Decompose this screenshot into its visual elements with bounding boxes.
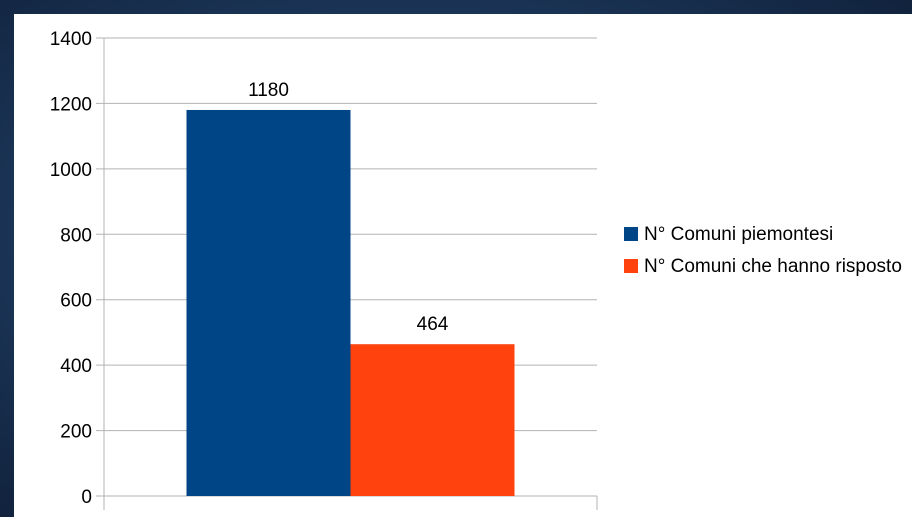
bars [186, 109, 515, 496]
legend-item-comuni-risposto: N° Comuni che hanno risposto [624, 254, 912, 280]
y-tick-label-1000: 1000 [50, 160, 92, 181]
legend-item-comuni-piemontesi: N° Comuni piemontesi [624, 222, 912, 248]
legend-label-comuni-risposto: N° Comuni che hanno risposto [644, 256, 902, 277]
y-tick-label-1200: 1200 [50, 94, 92, 115]
labels: 1180 464 [248, 80, 449, 335]
legend-label-comuni-piemontesi: N° Comuni piemontesi [644, 224, 834, 245]
y-tick-label-0: 0 [81, 487, 92, 508]
y-tick-label-1400: 1400 [50, 29, 92, 50]
chart-legend: N° Comuni piemontesi N° Comuni che hanno… [624, 222, 912, 286]
bar-comuni-risposto [350, 344, 515, 496]
chart-panel: 0 200 400 600 800 1000 1200 1400 1180 464 N° Com… [14, 14, 912, 517]
y-tick-label-400: 400 [60, 356, 92, 377]
y-tick-label-800: 800 [60, 225, 92, 246]
legend-swatch-comuni-risposto [624, 259, 638, 273]
data-label-comuni-piemontesi: 1180 [248, 80, 289, 101]
y-tick-label-600: 600 [60, 291, 92, 312]
data-label-comuni-risposto: 464 [417, 314, 449, 335]
y-tick-label-200: 200 [60, 422, 92, 443]
bar-chart: 0 200 400 600 800 1000 1200 1400 1180 464 [50, 29, 598, 510]
bar-comuni-piemontesi [186, 109, 351, 496]
axes: 0 200 400 600 800 1000 1200 1400 [50, 29, 598, 510]
legend-swatch-comuni-piemontesi [624, 227, 638, 241]
